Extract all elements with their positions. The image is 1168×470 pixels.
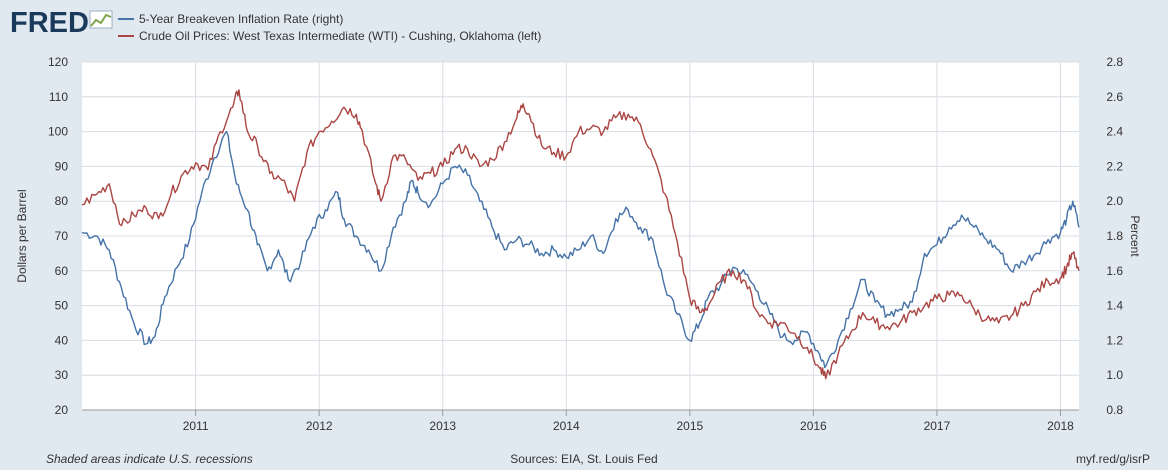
tick-label-x-2017: 2017 bbox=[924, 419, 951, 433]
tick-label-right-2.0: 2.0 bbox=[1106, 194, 1123, 208]
left-axis-title: Dollars per Barrel bbox=[15, 189, 29, 282]
legend-label-breakeven: 5-Year Breakeven Inflation Rate (right) bbox=[139, 12, 343, 26]
tick-label-right-2.4: 2.4 bbox=[1106, 125, 1123, 139]
tick-label-left-110: 110 bbox=[49, 90, 68, 104]
legend: 5-Year Breakeven Inflation Rate (right) … bbox=[118, 12, 541, 43]
tick-label-left-120: 120 bbox=[48, 55, 68, 69]
tick-label-left-70: 70 bbox=[55, 229, 69, 243]
tick-label-right-2.8: 2.8 bbox=[1106, 55, 1123, 69]
tick-label-left-60: 60 bbox=[55, 264, 69, 278]
tick-label-x-2015: 2015 bbox=[676, 419, 703, 433]
tick-label-left-50: 50 bbox=[55, 299, 69, 313]
vertical-gridlines bbox=[195, 62, 1061, 410]
x-axis-ticks: 2011 2012 2013 2014 2015 2016 2017 2018 bbox=[82, 409, 1079, 433]
tick-label-right-2.2: 2.2 bbox=[1106, 159, 1123, 173]
footer-short-link[interactable]: myf.red/g/isrP bbox=[1076, 452, 1150, 466]
series-line-breakeven bbox=[81, 130, 1080, 369]
tick-label-left-40: 40 bbox=[55, 333, 69, 347]
tick-label-right-1.0: 1.0 bbox=[1106, 368, 1123, 382]
tick-label-right-0.8: 0.8 bbox=[1106, 403, 1123, 417]
tick-label-left-90: 90 bbox=[55, 159, 69, 173]
tick-label-x-2012: 2012 bbox=[306, 419, 333, 433]
series-line-wti bbox=[81, 89, 1080, 380]
fred-logo[interactable]: FRED bbox=[10, 7, 113, 39]
tick-label-right-1.2: 1.2 bbox=[1106, 333, 1123, 347]
tick-label-right-2.6: 2.6 bbox=[1106, 90, 1123, 104]
footer-recession-note: Shaded areas indicate U.S. recessions bbox=[46, 452, 253, 466]
tick-label-left-100: 100 bbox=[48, 125, 68, 139]
legend-label-wti: Crude Oil Prices: West Texas Intermediat… bbox=[139, 29, 541, 43]
right-axis-ticks: 0.8 1.0 1.2 1.4 1.6 1.8 2.0 2.2 2.4 2.6 2.8 bbox=[1106, 55, 1123, 417]
tick-label-right-1.4: 1.4 bbox=[1106, 299, 1123, 313]
chart-line-icon bbox=[89, 10, 113, 29]
tick-label-left-80: 80 bbox=[55, 194, 69, 208]
right-axis-title: Percent bbox=[1128, 215, 1142, 257]
tick-label-x-2013: 2013 bbox=[429, 419, 456, 433]
tick-label-x-2014: 2014 bbox=[553, 419, 580, 433]
tick-label-x-2018: 2018 bbox=[1047, 419, 1074, 433]
tick-label-x-2011: 2011 bbox=[183, 419, 209, 433]
tick-label-right-1.8: 1.8 bbox=[1106, 229, 1123, 243]
tick-label-x-2016: 2016 bbox=[800, 419, 827, 433]
tick-label-left-30: 30 bbox=[55, 368, 69, 382]
logo-text: FRED bbox=[10, 7, 89, 39]
footer-sources: Sources: EIA, St. Louis Fed bbox=[510, 452, 657, 466]
tick-label-left-20: 20 bbox=[55, 403, 69, 417]
left-axis-ticks: 20 30 40 50 60 70 80 90 100 110 120 bbox=[48, 55, 68, 417]
tick-label-right-1.6: 1.6 bbox=[1106, 264, 1123, 278]
series-lines bbox=[81, 89, 1080, 380]
